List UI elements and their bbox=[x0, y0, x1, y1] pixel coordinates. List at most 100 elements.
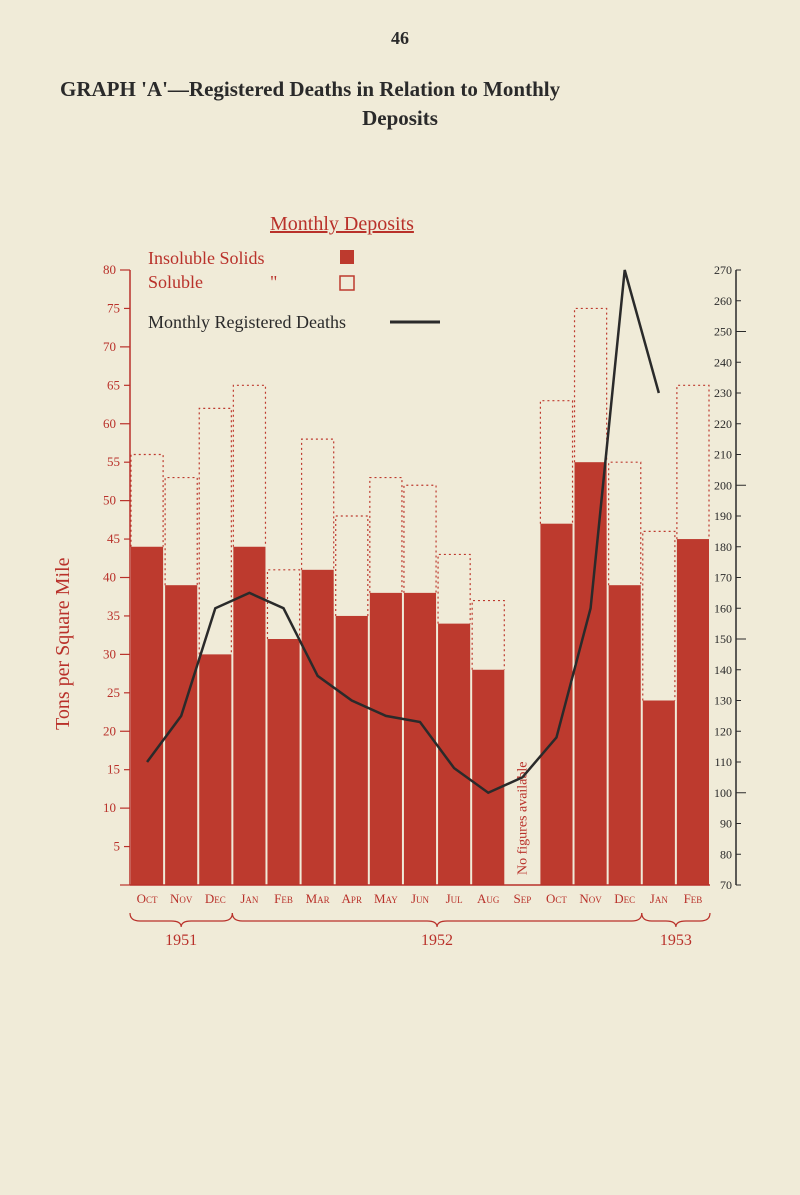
soluble-outline bbox=[677, 385, 709, 539]
y-right-tick-label: 210 bbox=[714, 448, 732, 462]
month-label: Aug bbox=[477, 891, 500, 906]
legend-soluble-label: Soluble bbox=[148, 272, 203, 292]
y-right-tick-label: 80 bbox=[720, 847, 732, 861]
soluble-outline bbox=[302, 439, 334, 570]
title-line-2: Deposits bbox=[60, 106, 740, 131]
insoluble-bar bbox=[165, 585, 197, 885]
y-right-tick-label: 220 bbox=[714, 417, 732, 431]
y-left-tick-label: 5 bbox=[114, 839, 121, 854]
y-left-tick-label: 20 bbox=[103, 723, 116, 738]
chart-title: GRAPH 'A'—Registered Deaths in Relation … bbox=[0, 49, 800, 131]
insoluble-bar bbox=[370, 593, 402, 885]
y-right-tick-label: 260 bbox=[714, 294, 732, 308]
soluble-outline bbox=[575, 308, 607, 462]
insoluble-bar bbox=[540, 524, 572, 885]
month-label: Sep bbox=[513, 891, 531, 906]
y-right-tick-label: 160 bbox=[714, 601, 732, 615]
month-label: Dec bbox=[614, 891, 635, 906]
month-label: Mar bbox=[306, 891, 330, 906]
year-bracket bbox=[642, 913, 710, 927]
insoluble-bar bbox=[199, 654, 231, 885]
y-right-tick-label: 70 bbox=[720, 878, 732, 892]
y-right-tick-label: 90 bbox=[720, 817, 732, 831]
y-right-tick-label: 240 bbox=[714, 355, 732, 369]
chart-svg: No figures available51015202530354045505… bbox=[60, 170, 760, 970]
soluble-outline bbox=[233, 385, 265, 546]
month-label: Jul bbox=[446, 891, 463, 906]
y-left-tick-label: 70 bbox=[103, 339, 116, 354]
insoluble-bar bbox=[267, 639, 299, 885]
insoluble-bar bbox=[131, 547, 163, 885]
insoluble-bar bbox=[472, 670, 504, 885]
y-right-tick-label: 150 bbox=[714, 632, 732, 646]
insoluble-bar bbox=[643, 701, 675, 886]
legend-insoluble-label: Insoluble Solids bbox=[148, 248, 265, 268]
month-label: Nov bbox=[170, 891, 193, 906]
y-left-tick-label: 75 bbox=[107, 300, 120, 315]
y-right-tick-label: 270 bbox=[714, 263, 732, 277]
title-line-1: GRAPH 'A'—Registered Deaths in Relation … bbox=[60, 77, 740, 102]
y-left-tick-label: 40 bbox=[103, 570, 116, 585]
legend-soluble-ditto: " bbox=[270, 272, 277, 292]
legend-insoluble-swatch bbox=[340, 250, 354, 264]
year-label: 1952 bbox=[421, 932, 453, 949]
soluble-outline bbox=[370, 478, 402, 593]
legend-deaths-label: Monthly Registered Deaths bbox=[148, 312, 346, 332]
insoluble-bar bbox=[575, 462, 607, 885]
y-right-tick-label: 120 bbox=[714, 724, 732, 738]
legend-soluble-swatch bbox=[340, 276, 354, 290]
y-left-tick-label: 45 bbox=[107, 531, 120, 546]
y-right-tick-label: 180 bbox=[714, 540, 732, 554]
y-left-tick-label: 55 bbox=[107, 454, 120, 469]
soluble-outline bbox=[472, 601, 504, 670]
soluble-outline bbox=[404, 485, 436, 593]
month-label: Oct bbox=[546, 891, 567, 906]
month-label: Feb bbox=[274, 891, 293, 906]
month-label: Oct bbox=[137, 891, 158, 906]
month-label: Nov bbox=[579, 891, 602, 906]
y-left-tick-label: 15 bbox=[107, 762, 120, 777]
soluble-outline bbox=[165, 478, 197, 586]
y-left-tick-label: 50 bbox=[103, 493, 116, 508]
month-label: May bbox=[374, 891, 398, 906]
y-left-tick-label: 25 bbox=[107, 685, 120, 700]
year-bracket bbox=[130, 913, 232, 927]
y-left-tick-label: 80 bbox=[103, 262, 116, 277]
chart-container: Tons per Square Mile No figures availabl… bbox=[60, 170, 760, 970]
soluble-outline bbox=[609, 462, 641, 585]
y-left-tick-label: 10 bbox=[103, 800, 116, 815]
y-right-tick-label: 230 bbox=[714, 386, 732, 400]
y-right-tick-label: 100 bbox=[714, 786, 732, 800]
month-label: Jun bbox=[411, 891, 430, 906]
soluble-outline bbox=[199, 408, 231, 654]
y-left-tick-label: 60 bbox=[103, 416, 116, 431]
y-right-tick-label: 130 bbox=[714, 694, 732, 708]
y-axis-left-label: Tons per Square Mile bbox=[52, 558, 75, 730]
insoluble-bar bbox=[609, 585, 641, 885]
y-right-tick-label: 170 bbox=[714, 571, 732, 585]
year-label: 1951 bbox=[165, 932, 197, 949]
legend-title: Monthly Deposits bbox=[270, 213, 414, 235]
soluble-outline bbox=[540, 401, 572, 524]
insoluble-bar bbox=[302, 570, 334, 885]
y-left-tick-label: 65 bbox=[107, 377, 120, 392]
y-left-tick-label: 30 bbox=[103, 646, 116, 661]
month-label: Dec bbox=[205, 891, 226, 906]
month-label: Apr bbox=[342, 891, 362, 906]
soluble-outline bbox=[643, 531, 675, 700]
y-right-tick-label: 110 bbox=[714, 755, 732, 769]
month-label: Jan bbox=[650, 891, 669, 906]
year-label: 1953 bbox=[660, 932, 692, 949]
month-label: Jan bbox=[240, 891, 259, 906]
soluble-outline bbox=[336, 516, 368, 616]
soluble-outline bbox=[438, 554, 470, 623]
month-label: Feb bbox=[684, 891, 703, 906]
soluble-outline bbox=[131, 455, 163, 547]
y-left-tick-label: 35 bbox=[107, 608, 120, 623]
y-right-tick-label: 190 bbox=[714, 509, 732, 523]
y-right-tick-label: 140 bbox=[714, 663, 732, 677]
y-right-tick-label: 250 bbox=[714, 325, 732, 339]
year-bracket bbox=[232, 913, 641, 927]
insoluble-bar bbox=[677, 539, 709, 885]
y-right-tick-label: 200 bbox=[714, 478, 732, 492]
